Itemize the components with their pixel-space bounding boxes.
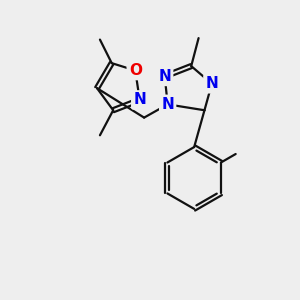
- Text: O: O: [129, 63, 142, 78]
- Text: N: N: [133, 92, 146, 107]
- Text: N: N: [161, 97, 174, 112]
- Text: N: N: [206, 76, 218, 91]
- Text: N: N: [158, 69, 171, 84]
